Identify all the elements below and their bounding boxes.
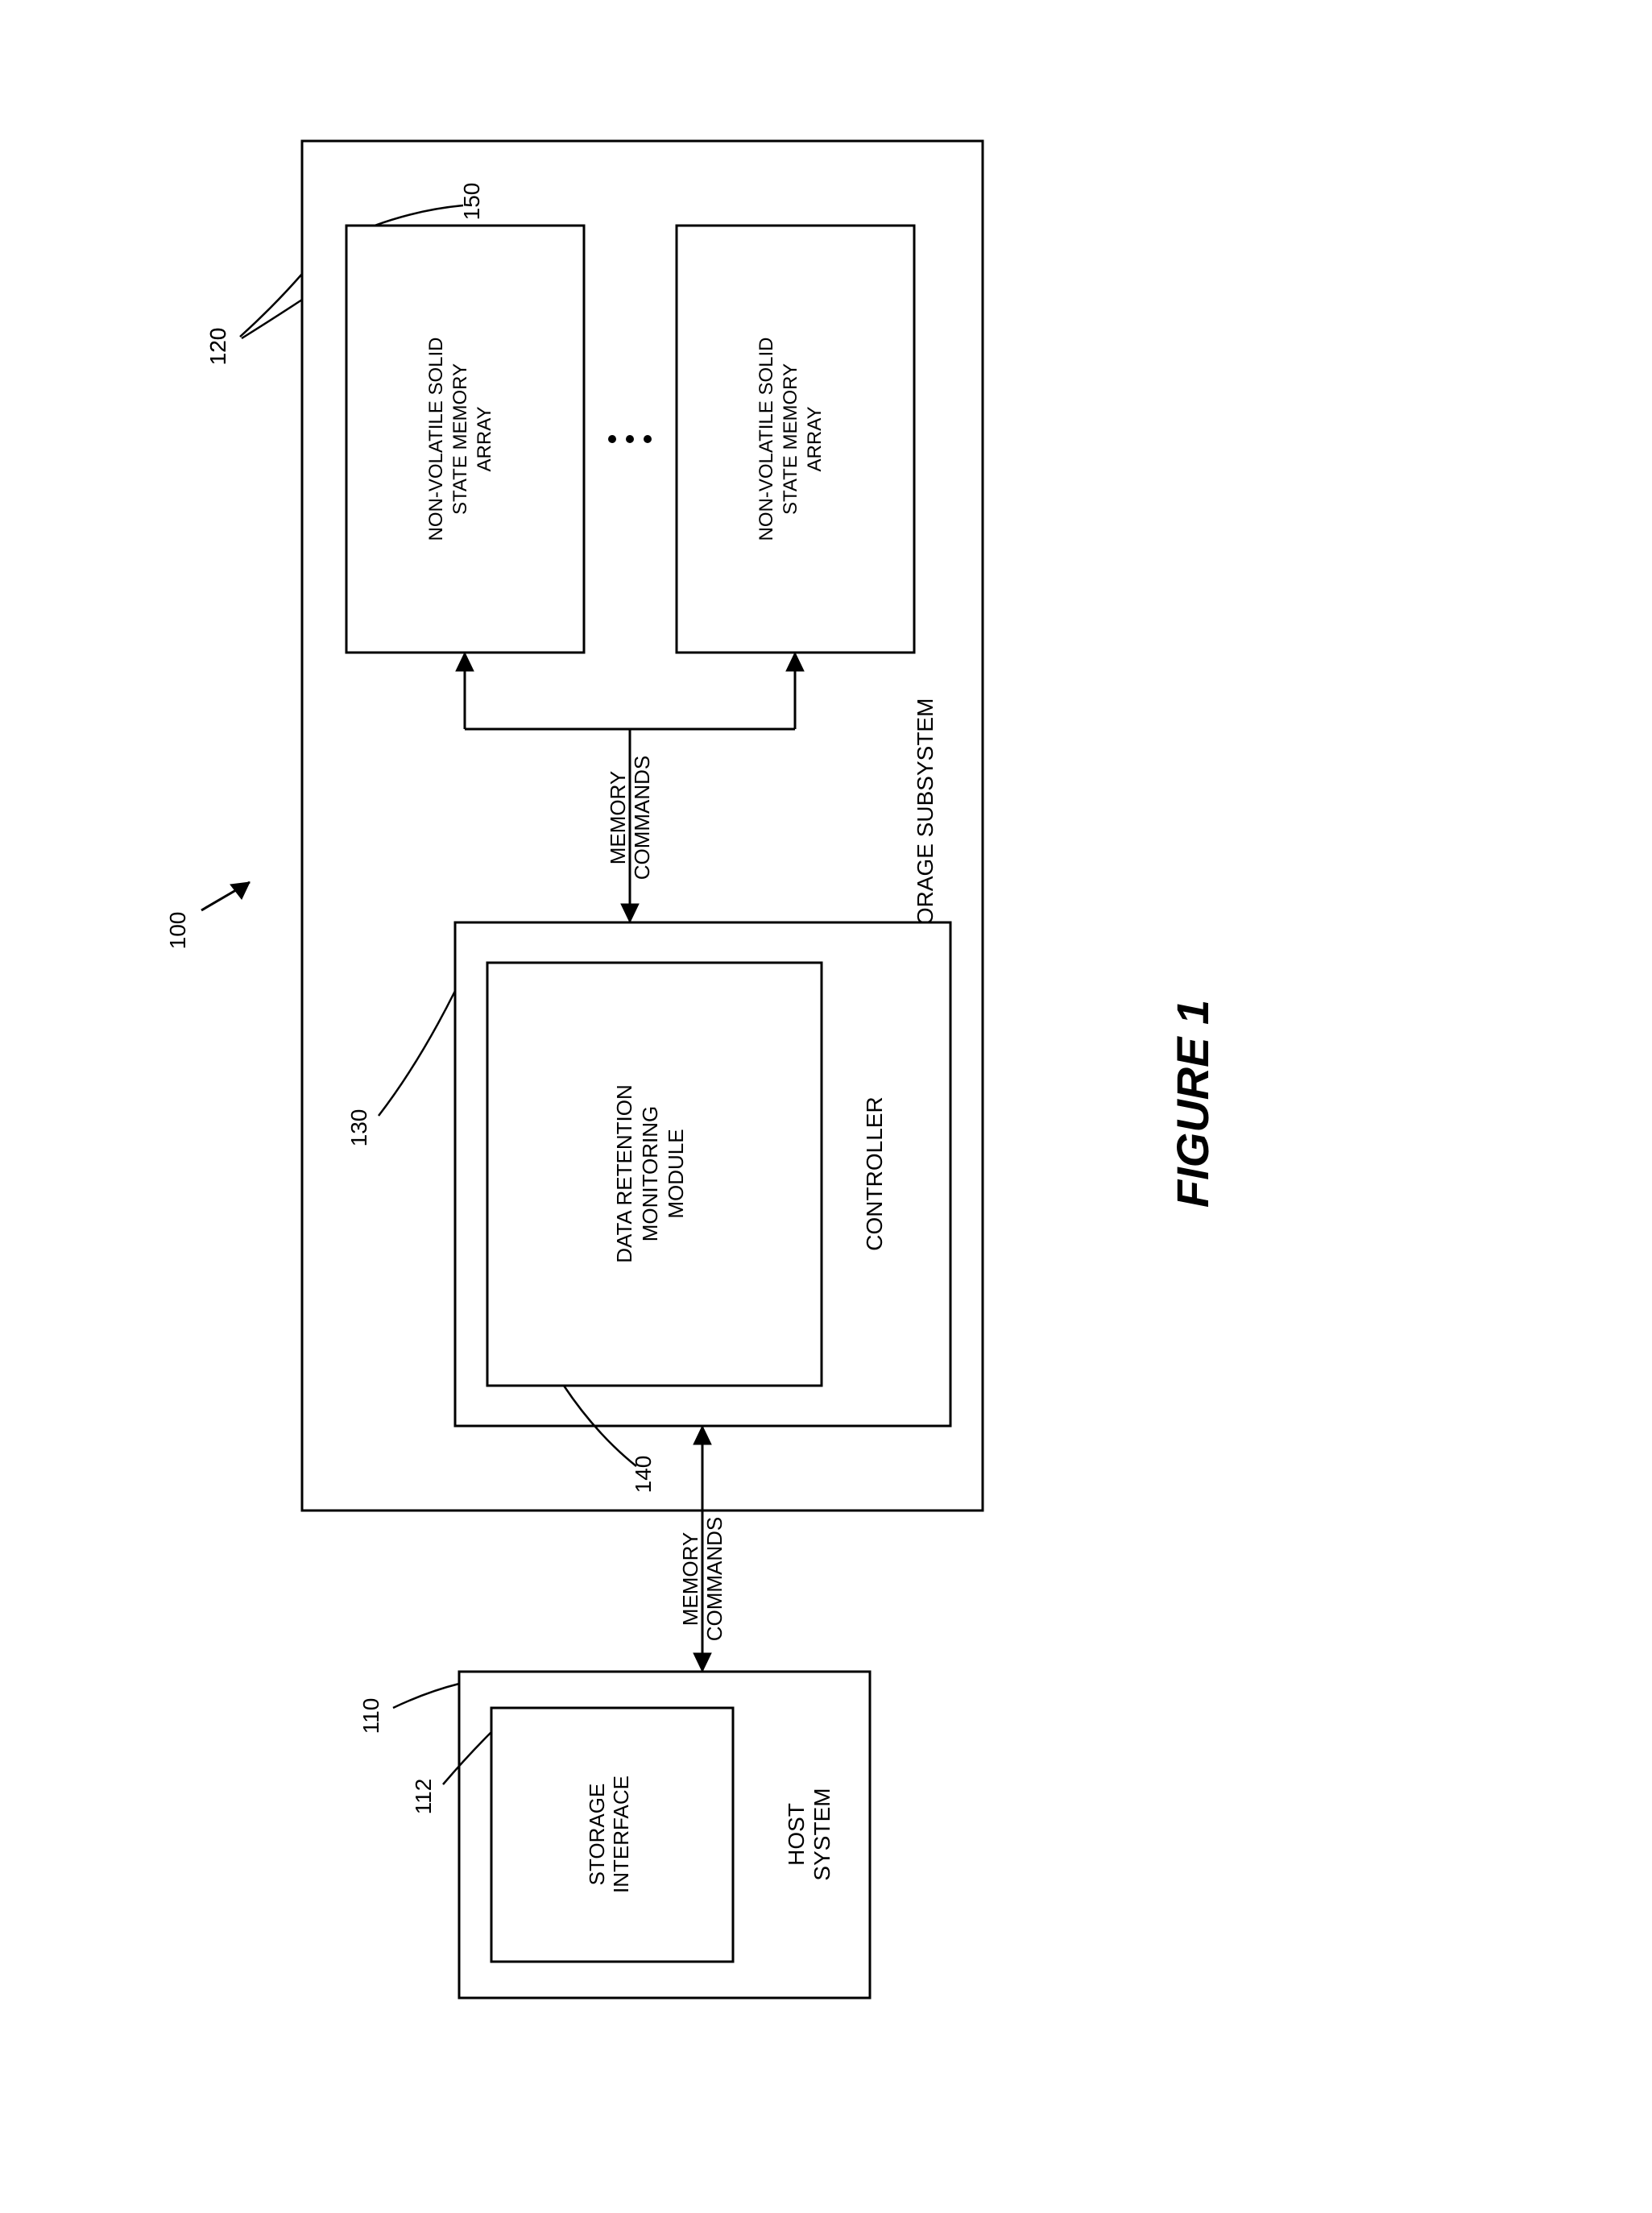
ma1-l3: ARRAY (474, 407, 495, 472)
memcmd-inner-l2: COMMANDS (630, 756, 654, 881)
ref-controller-f: 130 (346, 1109, 371, 1147)
dr-l1: DATA RETENTION (612, 1084, 636, 1263)
storage-subsystem-title-final: STORAGE SUBSYSTEM (913, 698, 938, 954)
controller-title: CONTROLLER (862, 1096, 887, 1250)
ma2-l1: NON-VOLATILE SOLID (756, 338, 777, 541)
ma1-l1: NON-VOLATILE SOLID (425, 338, 447, 541)
ref-storage-interface: 112 (411, 1779, 436, 1815)
figure-canvas: 100 STORAGE SUBSYSTEM 120 NON-VOLATILE S… (0, 0, 1652, 2213)
hs-l1: HOST (784, 1803, 809, 1866)
ma2-l3: ARRAY (804, 407, 826, 472)
memcmd-outer-l1: MEMORY (678, 1532, 702, 1627)
memcmd-outer-l2: COMMANDS (702, 1517, 727, 1642)
memcmd-inner: MEMORY COMMANDS (606, 756, 654, 881)
si-l1: STORAGE (585, 1784, 609, 1886)
ref-memory-array-final: 150 (459, 183, 484, 221)
memcmd-inner-l1: MEMORY (606, 771, 630, 865)
ref-120-final: 120 (205, 328, 230, 366)
figure-caption-group: FIGURE 1 (1167, 1000, 1218, 1208)
ref-overall-real: 100 (165, 912, 190, 950)
hs-l2: SYSTEM (809, 1788, 834, 1880)
ref-data-retention-f: 140 (631, 1456, 656, 1494)
memcmd-outer: MEMORY COMMANDS (678, 1517, 727, 1642)
ma2-l2: STATE MEMORY (780, 363, 801, 515)
dr-l2: MONITORING (638, 1106, 662, 1242)
dr-l3: MODULE (664, 1129, 688, 1218)
si-l2: INTERFACE (609, 1776, 633, 1893)
array-ellipsis (608, 435, 652, 443)
ma1-l2: STATE MEMORY (449, 363, 471, 515)
ref-host-system: 110 (358, 1698, 383, 1734)
storage-interface-lab: STORAGE INTERFACE (585, 1776, 633, 1893)
figure-caption: FIGURE 1 (1167, 1000, 1218, 1208)
